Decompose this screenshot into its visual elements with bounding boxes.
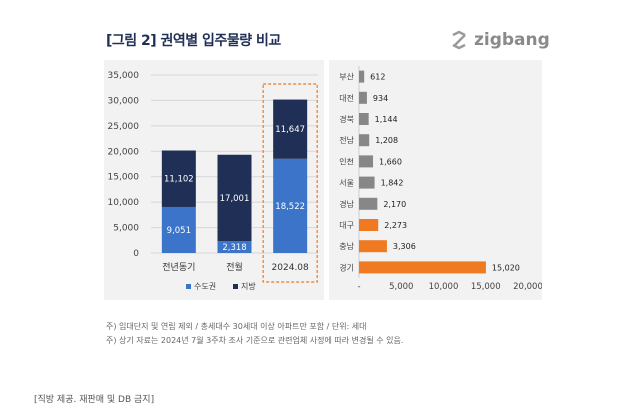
data-label: 17,001 [220, 194, 250, 204]
bar [359, 240, 387, 253]
bar [359, 197, 378, 210]
stacked-bar-chart-panel: 35,000 30,000 25,000 20,000 15,000 10,000 5,00… [104, 60, 324, 300]
x-tick-label: 5,000 [389, 282, 413, 292]
category-label: 부산 [339, 72, 354, 82]
highlight-box [262, 83, 318, 283]
value-label: 612 [370, 73, 385, 82]
horizontal-bar-chart: 부산 612 대전 934 경북 1,144 전남 1,208 인천 1,660 서울 1,842 경남… [339, 66, 543, 292]
x-tick-label: 전년동기 [162, 262, 195, 273]
value-label: 15,020 [492, 263, 520, 272]
horizontal-bar-chart-panel: 부산 612 대전 934 경북 1,144 전남 1,208 인천 1,660 서울 1,842 경남… [329, 60, 543, 300]
category-label: 경남 [339, 199, 354, 209]
bar [359, 155, 374, 168]
value-label: 3,306 [393, 242, 416, 251]
category-label: 경기 [339, 262, 354, 272]
zigbang-logo-icon [452, 30, 466, 50]
x-tick-label: 15,000 [471, 282, 501, 292]
y-tick-label: 15,000 [108, 173, 140, 183]
data-label: 18,522 [275, 202, 305, 212]
bar [359, 91, 367, 104]
source-note: [직방 제공. 재판매 및 DB 금지] [34, 395, 155, 405]
category-label: 전남 [339, 135, 354, 145]
value-label: 934 [373, 94, 388, 103]
zigbang-logo: zigbang [449, 30, 550, 50]
x-tick-label: 2024.08 [272, 263, 309, 273]
x-tick-label: - [357, 282, 360, 292]
y-tick-label: 5,000 [113, 224, 139, 234]
value-label: 1,208 [375, 136, 398, 145]
y-tick-label: 30,000 [108, 96, 140, 106]
value-label: 1,144 [375, 115, 398, 124]
footnote-2: 주) 상기 자료는 2024년 7월 3주차 조사 기준으로 관련업체 사정에 … [106, 336, 404, 345]
value-label: 2,273 [384, 221, 407, 230]
data-label: 11,102 [164, 175, 194, 185]
category-label: 인천 [339, 156, 354, 166]
category-label: 대전 [339, 93, 354, 103]
x-tick-label: 10,000 [429, 282, 459, 292]
bar [359, 261, 486, 274]
bar-segment [161, 150, 196, 207]
y-tick-label: 20,000 [108, 147, 140, 157]
bar-segment [273, 158, 308, 253]
category-label: 충남 [339, 242, 354, 251]
data-label: 9,051 [167, 226, 191, 236]
legend-label: 수도권 [194, 281, 216, 291]
x-tick-label: 전월 [226, 261, 243, 273]
data-label: 11,647 [275, 125, 305, 135]
category-label: 서울 [339, 179, 354, 188]
footnote-1: 주) 임대단지 및 연립 제외 / 총세대수 30세대 이상 아파트만 포함 /… [106, 322, 367, 331]
bar [359, 176, 375, 189]
category-label: 대구 [339, 221, 354, 230]
x-tick-label: 20,000 [513, 282, 542, 292]
bar [359, 113, 369, 125]
bar-segment [217, 154, 252, 242]
bar [359, 219, 379, 231]
bar-segment [217, 241, 252, 253]
value-label: 1,842 [381, 179, 404, 188]
y-tick-label: 10,000 [108, 198, 140, 208]
y-tick-label: 35,000 [108, 71, 140, 81]
value-label: 2,170 [383, 200, 406, 209]
stacked-bar-chart: 35,000 30,000 25,000 20,000 15,000 10,000 5,00… [108, 71, 318, 291]
legend-swatch [233, 284, 238, 289]
data-label: 2,318 [222, 243, 246, 253]
chart-title: [그림 2] 권역별 입주물량 비교 [106, 33, 281, 49]
legend-swatch [186, 284, 191, 289]
y-tick-label: 0 [133, 249, 139, 259]
bar [359, 70, 365, 83]
logo-text: zigbang [474, 30, 550, 50]
legend-label: 지방 [241, 281, 256, 291]
bar [359, 134, 370, 147]
bar-segment [273, 99, 308, 159]
bar-segment [161, 206, 196, 253]
y-tick-label: 25,000 [108, 122, 140, 132]
value-label: 1,660 [379, 157, 402, 166]
category-label: 경북 [339, 114, 354, 124]
